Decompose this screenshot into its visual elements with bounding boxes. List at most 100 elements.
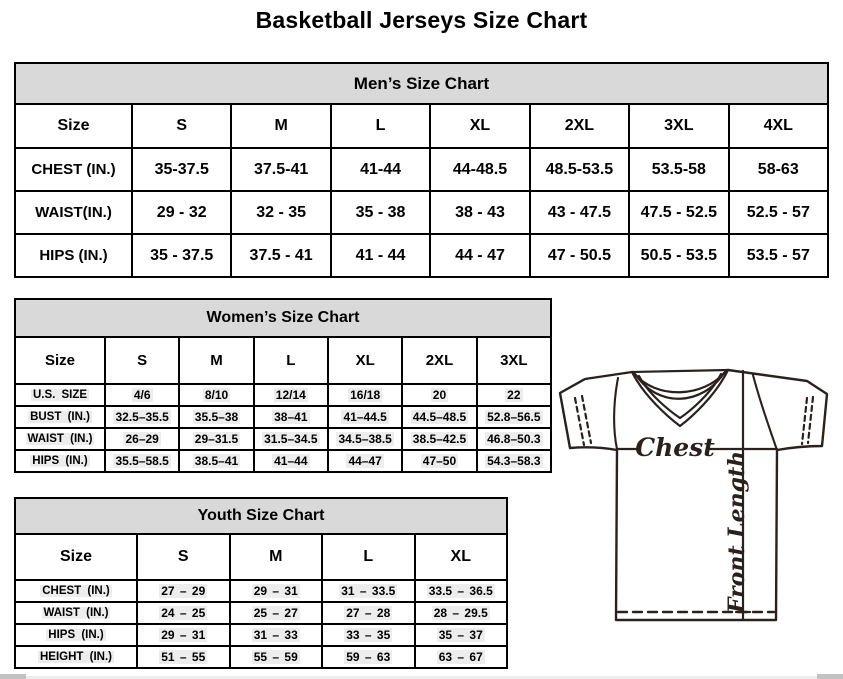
- womens-size-table: Women’s Size Chart Size S M L XL 2XL 3XL U.S. SI…: [14, 298, 553, 473]
- youth-value-cell: 29 – 31: [159, 628, 208, 642]
- mens-table-row: WAIST(IN.) 29 - 32 32 - 35 35 - 38 38 - 43 43…: [14, 190, 830, 235]
- mens-size-col-4xl: 4XL: [727, 103, 830, 149]
- scrollbar-thumb-left[interactable]: [0, 674, 26, 679]
- page-title: Basketball Jerseys Size Chart: [255, 7, 588, 33]
- womens-table-row: HIPS (IN.) 35.5–58.5 38.5–41 41–44 44–47 47–5…: [14, 449, 553, 473]
- mens-value-cell: 32 - 35: [256, 203, 307, 221]
- womens-table-row: BUST (IN.) 32.5–35.5 35.5–38 38–41 41–44.5 44…: [14, 405, 553, 429]
- front-length-measure-line: [734, 369, 752, 621]
- youth-value-cell: 51 – 55: [159, 650, 208, 664]
- womens-value-cell: 4/6: [131, 388, 153, 402]
- womens-value-cell: 16/18: [348, 388, 383, 402]
- armhole-seam-right: [751, 373, 779, 452]
- mens-size-col-l: L: [329, 103, 432, 149]
- mens-value-cell: 47 - 50.5: [547, 246, 611, 264]
- youth-value-cell: 33 – 35: [344, 628, 393, 642]
- youth-value-cell: 27 – 28: [344, 606, 393, 620]
- womens-value-cell: 26–29: [123, 432, 161, 446]
- mens-size-col-xl: XL: [429, 103, 531, 149]
- mens-row-label: HIPS (IN.): [39, 247, 108, 264]
- mens-value-cell: 41 - 44: [355, 246, 406, 264]
- mens-value-cell: 47.5 - 52.5: [640, 203, 718, 221]
- womens-value-cell: 12/14: [273, 388, 308, 402]
- youth-size-col-s: S: [136, 533, 231, 581]
- womens-value-cell: 35.5–38: [192, 410, 241, 424]
- mens-table-title: Men’s Size Chart: [14, 62, 829, 105]
- youth-row-label: WAIST (IN.): [41, 607, 111, 619]
- womens-value-cell: 20: [430, 388, 449, 402]
- womens-value-cell: 38.5–42.5: [410, 432, 469, 446]
- mens-row-label: CHEST (IN.): [31, 161, 116, 178]
- womens-row-label: U.S. SIZE: [30, 389, 90, 401]
- womens-value-cell: 54.3–58.3: [485, 454, 543, 468]
- mens-size-col-s: S: [130, 103, 233, 149]
- youth-row-label: HIPS (IN.): [46, 629, 106, 641]
- cuff-dash-right: [800, 395, 815, 446]
- youth-value-cell: 55 – 59: [251, 650, 300, 664]
- youth-table-row: HEIGHT (IN.) 51 – 55 55 – 59 59 – 63 63 – 67: [14, 645, 508, 669]
- mens-size-table: Men’s Size Chart Size S M L XL 2XL 3XL 4XL CHEST …: [14, 62, 830, 278]
- mens-value-cell: 44-48.5: [452, 160, 508, 178]
- mens-value-cell: 52.5 - 57: [746, 203, 810, 221]
- mens-table-row: HIPS (IN.) 35 - 37.5 37.5 - 41 41 - 44 44 - …: [14, 233, 830, 278]
- mens-value-cell: 38 - 43: [455, 203, 505, 221]
- womens-value-cell: 44–47: [346, 454, 384, 468]
- horizontal-scrollbar-track[interactable]: [0, 676, 843, 679]
- womens-size-col-m: M: [178, 336, 255, 385]
- mens-value-cell: 35-37.5: [154, 160, 209, 178]
- womens-value-cell: 32.5–35.5: [113, 410, 171, 424]
- youth-value-cell: 29 – 31: [251, 584, 300, 598]
- youth-table-row: HIPS (IN.) 29 – 31 31 – 33 33 – 35 35 – 37: [14, 623, 508, 647]
- womens-size-col-3xl: 3XL: [475, 336, 553, 385]
- womens-value-cell: 47–50: [420, 454, 459, 468]
- youth-value-cell: 63 – 67: [436, 650, 485, 664]
- youth-value-cell: 35 – 37: [436, 628, 485, 642]
- womens-size-corner-label: Size: [14, 336, 106, 385]
- mens-value-cell: 37.5-41: [254, 160, 309, 178]
- mens-value-cell: 44 - 47: [455, 246, 505, 264]
- mens-size-corner-label: Size: [14, 103, 133, 149]
- youth-value-cell: 59 – 63: [344, 650, 393, 664]
- youth-value-cell: 24 – 25: [159, 606, 208, 620]
- youth-size-table: Youth Size Chart Size S M L XL CHEST (IN.) 27 –…: [14, 497, 508, 669]
- front-length-label: Front Length: [724, 451, 750, 614]
- mens-size-col-3xl: 3XL: [628, 103, 730, 149]
- youth-table-row: WAIST (IN.) 24 – 25 25 – 27 27 – 28 28 – 29.…: [14, 601, 508, 625]
- youth-row-label: CHEST (IN.): [40, 585, 112, 597]
- jersey-measurement-diagram: Chest Front Length: [556, 362, 843, 654]
- youth-value-cell: 31 – 33: [251, 628, 300, 642]
- womens-value-cell: 44.5–48.5: [410, 410, 469, 424]
- mens-size-col-m: M: [230, 103, 332, 149]
- mens-value-cell: 41-44: [360, 160, 402, 178]
- youth-value-cell: 25 – 27: [251, 606, 300, 620]
- womens-value-cell: 41–44.5: [341, 410, 389, 424]
- mens-value-cell: 48.5-53.5: [545, 160, 614, 178]
- womens-size-col-s: S: [103, 336, 181, 385]
- mens-row-label: WAIST(IN.): [35, 204, 112, 221]
- youth-size-corner-label: Size: [14, 533, 138, 581]
- womens-value-cell: 38.5–41: [192, 454, 241, 468]
- youth-size-col-m: M: [228, 533, 323, 581]
- womens-table-title: Women’s Size Chart: [14, 298, 552, 338]
- mens-value-cell: 53.5-58: [651, 160, 706, 178]
- youth-table-title: Youth Size Chart: [14, 497, 508, 535]
- mens-value-cell: 53.5 - 57: [746, 246, 810, 264]
- mens-value-cell: 35 - 38: [355, 203, 406, 221]
- womens-row-label: HIPS (IN.): [30, 455, 90, 467]
- mens-value-cell: 35 - 37.5: [150, 246, 214, 264]
- chest-label: Chest: [635, 433, 715, 462]
- youth-row-label: HEIGHT (IN.): [38, 651, 114, 663]
- mens-value-cell: 58-63: [757, 160, 799, 178]
- scrollbar-thumb-right[interactable]: [817, 674, 843, 679]
- womens-value-cell: 29–31.5: [192, 432, 241, 446]
- youth-size-col-xl: XL: [413, 533, 508, 581]
- womens-value-cell: 35.5–58.5: [113, 454, 171, 468]
- youth-value-cell: 33.5 – 36.5: [426, 584, 495, 598]
- mens-value-cell: 37.5 - 41: [249, 246, 313, 264]
- womens-size-col-2xl: 2XL: [401, 336, 478, 385]
- womens-value-cell: 8/10: [202, 388, 231, 402]
- mens-value-cell: 43 - 47.5: [547, 203, 611, 221]
- jersey-outline: [558, 368, 829, 622]
- cuff-dash-left: [573, 394, 593, 447]
- mens-value-cell: 29 - 32: [156, 203, 207, 221]
